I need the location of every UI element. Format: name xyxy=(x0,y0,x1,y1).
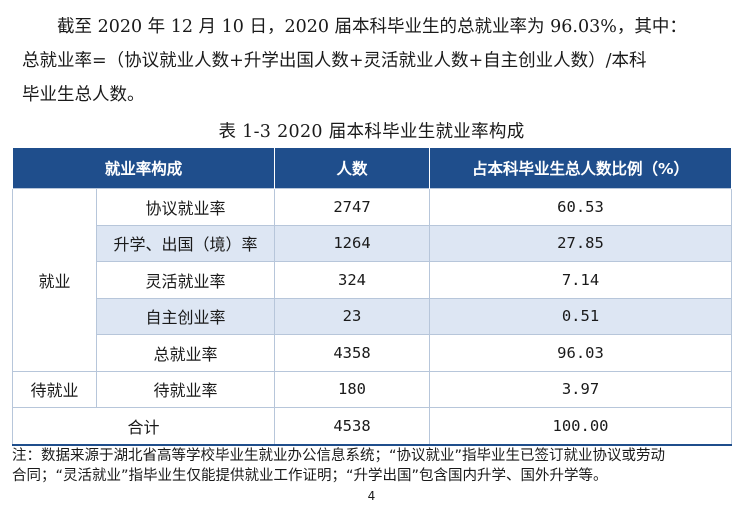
table-note: 注：数据来源于湖北省高等学校毕业生就业办公信息系统；“协议就业”指毕业生已签订就… xyxy=(12,446,732,486)
header-composition: 就业率构成 xyxy=(11,148,276,189)
paragraph-line: 毕业生总人数。 xyxy=(22,85,145,105)
paragraph-line: 截至 2020 年 12 月 10 日，2020 届本科毕业生的总就业率为 96… xyxy=(57,17,687,37)
table-row: 待就业 待就业率 180 3.97 xyxy=(12,370,733,408)
table-row: 自主创业率 23 0.51 xyxy=(13,297,733,335)
row-count: 1264 xyxy=(274,224,431,262)
table-row: 灵活就业率 324 7.14 xyxy=(13,261,733,299)
note-line: 注：数据来源于湖北省高等学校毕业生就业办公信息系统；“协议就业”指毕业生已签订就… xyxy=(12,448,666,464)
total-count: 4538 xyxy=(274,407,431,446)
body-paragraph: 截至 2020 年 12 月 10 日，2020 届本科毕业生的总就业率为 96… xyxy=(22,10,727,112)
group-label-employed: 就业 xyxy=(12,188,97,372)
table-row: 总就业率 4358 96.03 xyxy=(13,334,733,372)
row-percentage: 27.85 xyxy=(429,224,733,262)
total-label: 合计 xyxy=(11,407,276,446)
group-label-waiting: 待就业 xyxy=(12,370,97,408)
row-count: 23 xyxy=(274,297,431,335)
employment-rate-table: 就业率构成 人数 占本科毕业生总人数比例（%） 就业 协议就业率 2747 60… xyxy=(11,148,733,446)
row-count: 2747 xyxy=(274,188,431,226)
page-number: 4 xyxy=(367,489,376,503)
table-caption: 表 1-3 2020 届本科毕业生就业率构成 xyxy=(218,122,525,142)
row-count: 324 xyxy=(274,261,431,299)
table-total-row: 合计 4538 100.00 xyxy=(11,407,733,446)
row-label: 升学、出国（境）率 xyxy=(95,224,276,262)
row-percentage: 96.03 xyxy=(429,334,733,372)
row-label: 灵活就业率 xyxy=(95,261,276,299)
row-label: 待就业率 xyxy=(95,370,276,408)
total-percentage: 100.00 xyxy=(429,407,733,446)
table-header-row: 就业率构成 人数 占本科毕业生总人数比例（%） xyxy=(11,148,733,189)
table-row: 升学、出国（境）率 1264 27.85 xyxy=(13,224,733,262)
note-line: 合同；“灵活就业”指毕业生仅能提供就业工作证明；“升学出国”包含国内升学、国外升… xyxy=(12,468,608,484)
row-percentage: 3.97 xyxy=(429,370,733,408)
paragraph-line: 总就业率=（协议就业人数+升学出国人数+灵活就业人数+自主创业人数）/本科 xyxy=(22,51,647,71)
header-count: 人数 xyxy=(274,148,431,189)
row-label: 总就业率 xyxy=(95,334,276,372)
table-row: 就业 协议就业率 2747 60.53 xyxy=(12,188,733,372)
row-percentage: 7.14 xyxy=(429,261,733,299)
row-percentage: 60.53 xyxy=(429,188,733,226)
row-label: 自主创业率 xyxy=(95,297,276,335)
row-label: 协议就业率 xyxy=(95,188,276,226)
row-percentage: 0.51 xyxy=(429,297,733,335)
header-percentage: 占本科毕业生总人数比例（%） xyxy=(429,148,733,189)
row-count: 180 xyxy=(274,370,431,408)
row-count: 4358 xyxy=(274,334,431,372)
